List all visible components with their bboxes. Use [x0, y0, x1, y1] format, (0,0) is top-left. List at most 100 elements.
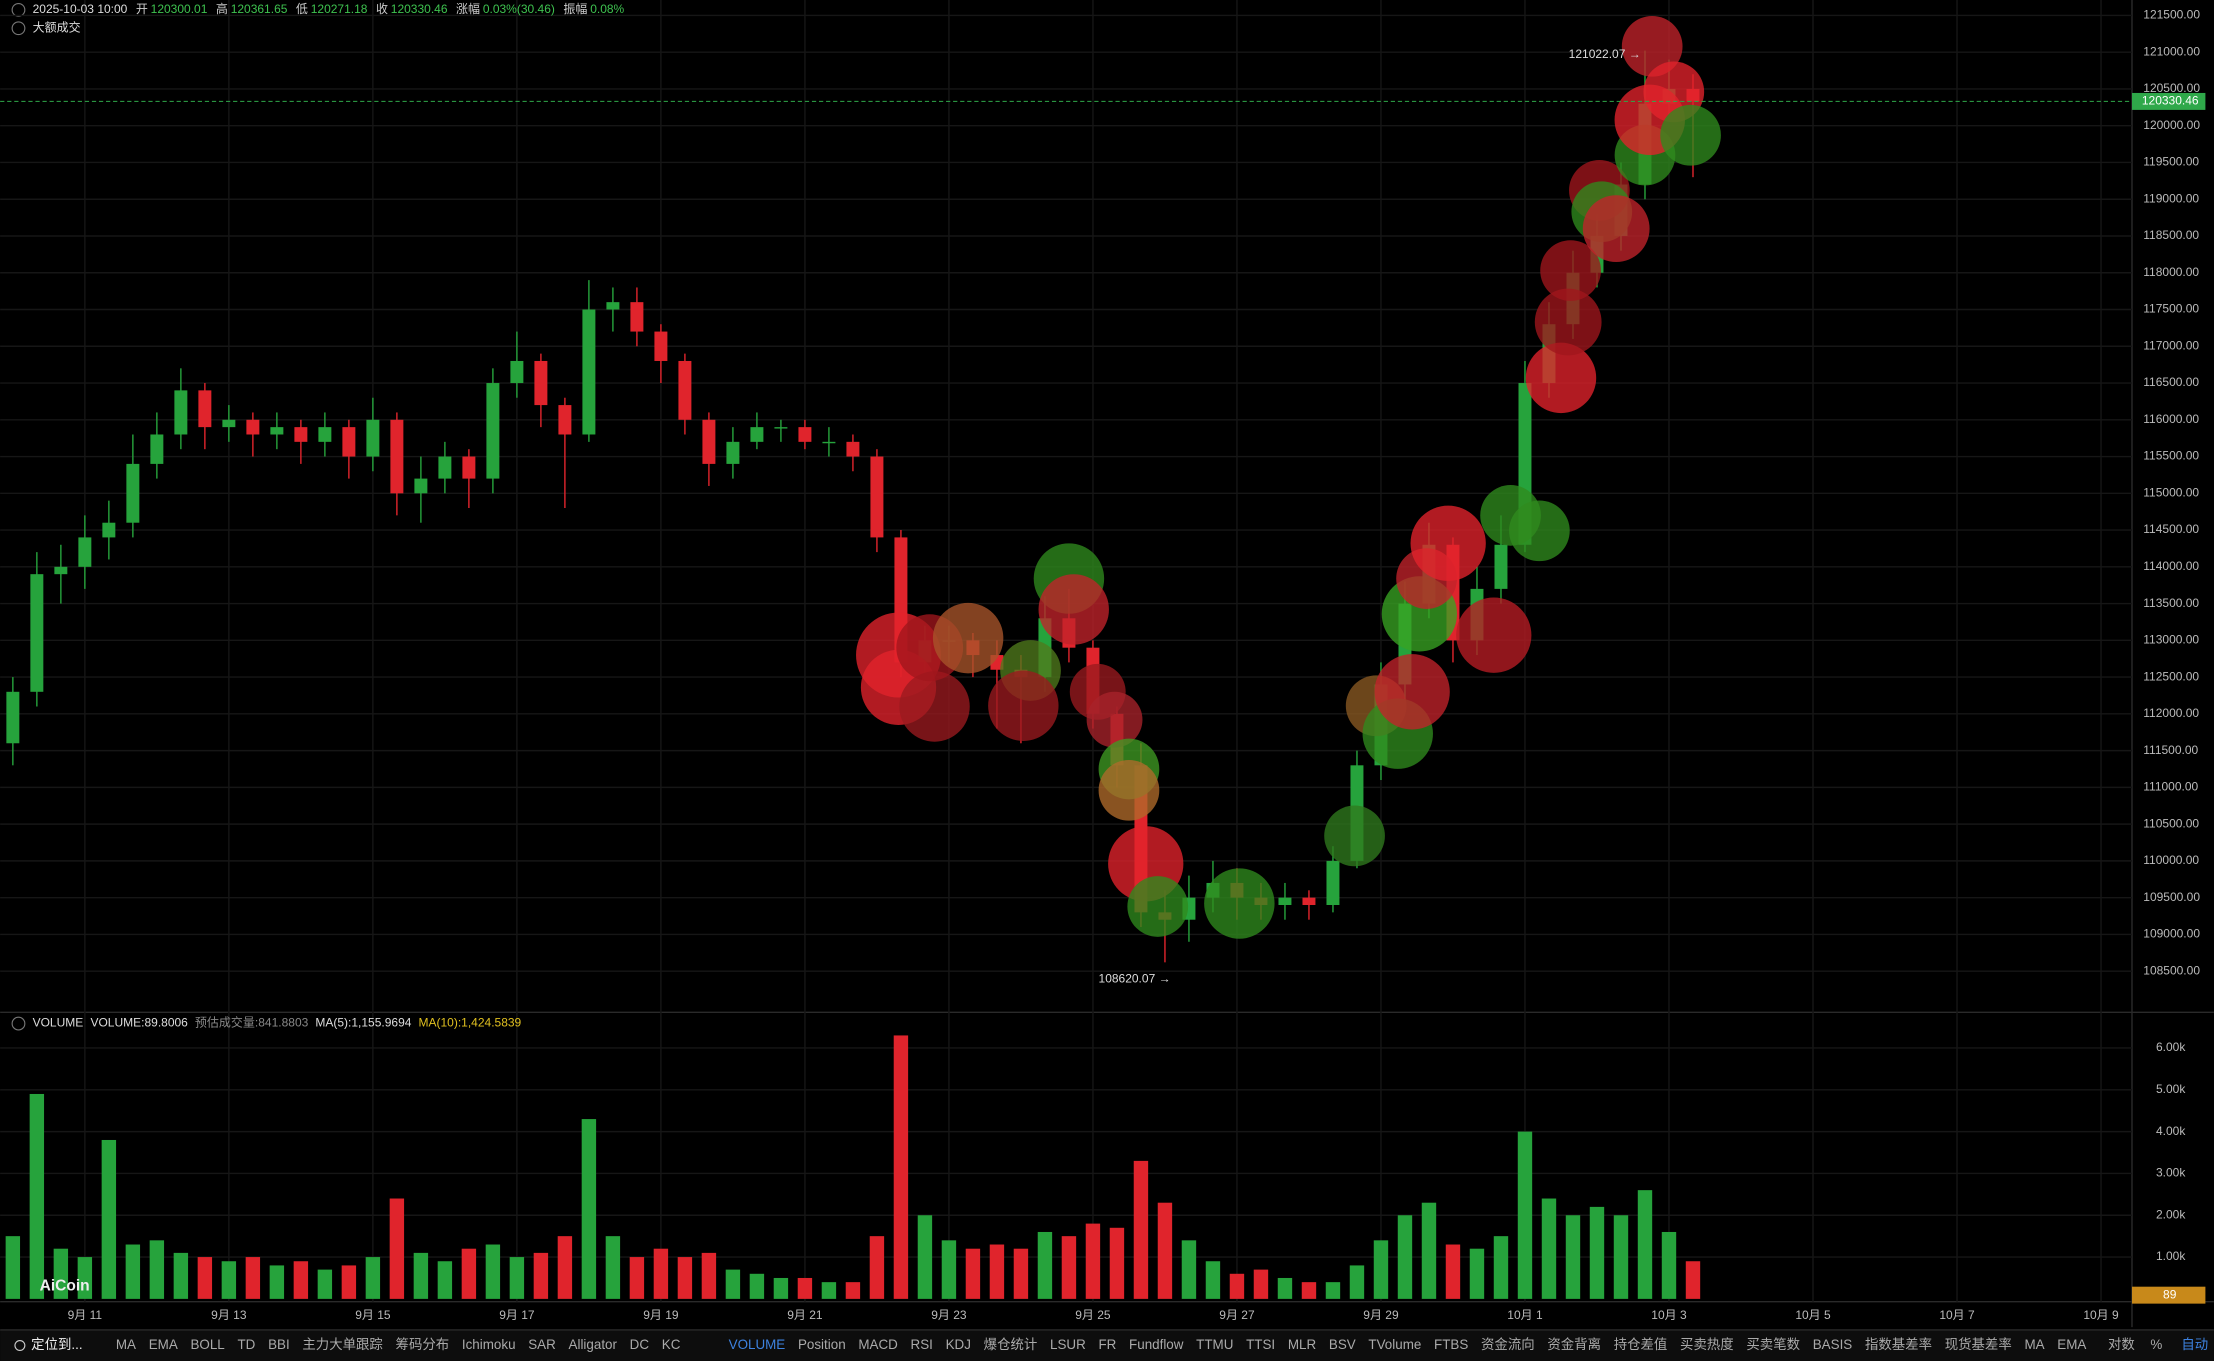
- candle-body: [606, 302, 620, 310]
- indicator-tab[interactable]: BBI: [268, 1337, 290, 1352]
- max-label: 121022.07 →: [1569, 47, 1641, 61]
- volume-field: 预估成交量:841.8803: [195, 1015, 309, 1030]
- y-tick-label: 110500.00: [2143, 816, 2199, 830]
- large-trade-bubble: [1204, 868, 1275, 939]
- volume-bar: [53, 1248, 69, 1299]
- candle-body: [270, 427, 284, 435]
- candle-body: [870, 456, 884, 538]
- header-field-value: 0.08%: [590, 2, 624, 16]
- indicator-tab[interactable]: 资金背离: [1547, 1336, 1601, 1352]
- locate-button[interactable]: 定位到...: [31, 1337, 82, 1352]
- indicator-tab[interactable]: 买卖笔数: [1746, 1337, 1800, 1352]
- volume-bar: [1013, 1248, 1029, 1299]
- volume-bar: [173, 1252, 189, 1299]
- indicator-tab[interactable]: FTBS: [1434, 1337, 1468, 1352]
- indicator-tab[interactable]: TD: [237, 1337, 255, 1352]
- indicator-tab[interactable]: LSUR: [1050, 1337, 1086, 1352]
- indicator-tab[interactable]: TTSI: [1246, 1337, 1275, 1352]
- y-tick-label: 121500.00: [2143, 8, 2200, 22]
- indicator-tab[interactable]: EMA: [149, 1337, 178, 1352]
- indicator-tab[interactable]: KDJ: [946, 1337, 971, 1352]
- indicator-tab[interactable]: 持仓差值: [1614, 1337, 1668, 1352]
- scale-toggle[interactable]: %: [2150, 1337, 2162, 1352]
- y-tick-label: 112000.00: [2143, 706, 2199, 720]
- indicator-tab[interactable]: 爆仓统计: [984, 1337, 1038, 1352]
- indicator-tab[interactable]: MA: [116, 1337, 136, 1352]
- indicator-tab[interactable]: EMA: [2057, 1337, 2086, 1352]
- volume-bar: [1637, 1190, 1653, 1299]
- volume-bar: [317, 1269, 333, 1299]
- candle-body: [510, 360, 524, 384]
- candle-body: [774, 427, 788, 429]
- scale-toggle[interactable]: 自动: [2181, 1337, 2208, 1352]
- candle-body: [102, 522, 116, 538]
- volume-bar: [293, 1261, 309, 1299]
- indicator-tab[interactable]: 指数基差率: [1865, 1336, 1932, 1352]
- volume-bar: [773, 1277, 789, 1299]
- y-tick-label: 110000.00: [2143, 853, 2199, 867]
- indicator-tab[interactable]: 买卖热度: [1680, 1337, 1734, 1352]
- toolbar-bg: [0, 1329, 2214, 1361]
- volume-bar: [413, 1252, 429, 1299]
- header-field-label: 涨幅: [456, 1, 480, 16]
- x-tick-label: 10月 1: [1507, 1308, 1543, 1322]
- y-tick-label: 3.00k: [2156, 1166, 2186, 1180]
- volume-bar: [461, 1248, 477, 1299]
- indicator-tab[interactable]: Alligator: [569, 1337, 618, 1352]
- indicator-tab[interactable]: 资金流向: [1481, 1337, 1535, 1352]
- indicator-tab[interactable]: 筹码分布: [396, 1336, 450, 1352]
- volume-bar: [653, 1248, 669, 1299]
- indicator-tab[interactable]: MLR: [1288, 1337, 1317, 1352]
- indicator-tab[interactable]: Position: [798, 1337, 846, 1352]
- header-field-label: 高: [216, 1, 228, 16]
- collapse-icon[interactable]: [11, 2, 26, 17]
- indicator-tab[interactable]: TTMU: [1196, 1337, 1233, 1352]
- volume-bar: [1061, 1236, 1077, 1299]
- y-tick-label: 118500.00: [2143, 228, 2199, 242]
- header-field-value: 120330.46: [391, 2, 448, 16]
- collapse-icon[interactable]: [11, 21, 26, 36]
- indicator-tab[interactable]: DC: [630, 1337, 650, 1352]
- indicator-tab[interactable]: BSV: [1329, 1337, 1356, 1352]
- y-tick-label: 111000.00: [2143, 780, 2198, 794]
- volume-bar: [1157, 1202, 1173, 1299]
- indicator-tab[interactable]: BASIS: [1813, 1337, 1853, 1352]
- indicator-tab[interactable]: SAR: [528, 1337, 556, 1352]
- indicator-tab[interactable]: FR: [1098, 1337, 1116, 1352]
- volume-bar: [101, 1139, 117, 1299]
- indicator-tab[interactable]: MACD: [858, 1337, 898, 1352]
- volume-title: VOLUME: [33, 1016, 84, 1030]
- candle-body: [366, 419, 380, 457]
- x-tick-label: 9月 13: [211, 1308, 247, 1322]
- volume-bar: [629, 1257, 645, 1299]
- large-trade-bubble: [1086, 691, 1143, 748]
- header-field-value: 120271.18: [311, 2, 368, 16]
- y-tick-label: 113500.00: [2143, 596, 2199, 610]
- candle-body: [294, 427, 308, 442]
- candle-body: [1494, 544, 1508, 589]
- volume-field: MA(5):1,155.9694: [315, 1016, 411, 1030]
- y-tick-label: 116000.00: [2143, 412, 2199, 426]
- indicator-tab[interactable]: MA: [2024, 1337, 2044, 1352]
- indicator-tab[interactable]: RSI: [911, 1337, 933, 1352]
- volume-bar: [149, 1240, 165, 1299]
- indicator-tab[interactable]: 主力大单跟踪: [302, 1337, 382, 1352]
- volume-bar: [1685, 1261, 1701, 1299]
- indicator-tab[interactable]: Fundflow: [1129, 1337, 1184, 1352]
- indicator-tab[interactable]: BOLL: [190, 1337, 225, 1352]
- volume-bar: [1037, 1231, 1053, 1299]
- y-tick-label: 116500.00: [2143, 375, 2199, 389]
- collapse-icon[interactable]: [11, 1016, 26, 1031]
- y-tick-label: 2.00k: [2156, 1207, 2186, 1221]
- indicator-tab[interactable]: KC: [662, 1337, 681, 1352]
- candle-body: [126, 463, 140, 523]
- x-tick-label: 9月 17: [499, 1308, 535, 1322]
- scale-toggle[interactable]: 对数: [2108, 1337, 2135, 1352]
- volume-bar: [1085, 1223, 1101, 1299]
- indicator-tab[interactable]: TVolume: [1368, 1337, 1421, 1352]
- volume-bar: [1493, 1236, 1509, 1299]
- indicator-tab[interactable]: Ichimoku: [462, 1337, 516, 1352]
- candle-body: [78, 537, 92, 567]
- indicator-tab[interactable]: 现货基差率: [1945, 1336, 2012, 1352]
- indicator-tab[interactable]: VOLUME: [729, 1337, 786, 1352]
